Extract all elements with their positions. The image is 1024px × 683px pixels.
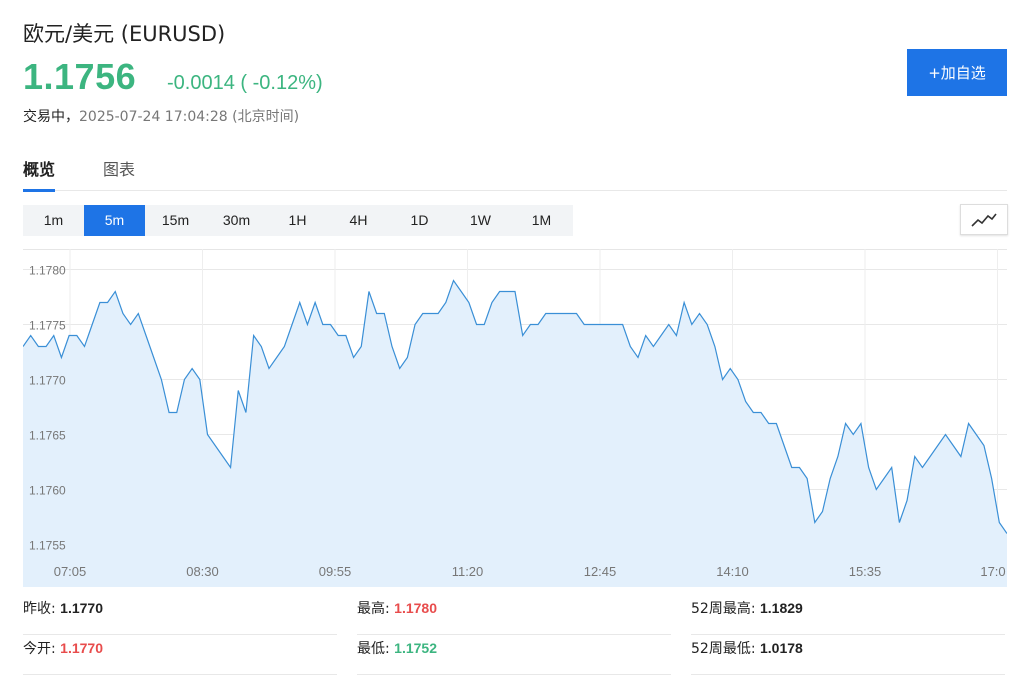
y-tick-label: 1.1765 — [29, 429, 66, 443]
x-tick-label: 14:10 — [716, 564, 749, 579]
period-selector: 1m 5m 15m 30m 1H 4H 1D 1W 1M — [23, 205, 573, 236]
x-tick-label: 15:35 — [849, 564, 882, 579]
price-change: -0.0014 ( -0.12%) — [167, 72, 323, 94]
period-1m[interactable]: 1m — [43, 212, 64, 228]
period-4h[interactable]: 4H — [349, 212, 368, 228]
y-tick-label: 1.1760 — [29, 484, 66, 498]
price-chart-svg: 1.1780 1.1775 1.1770 1.1765 1.1760 1.1755 07:0… — [22, 249, 1008, 587]
y-tick-label: 1.1770 — [29, 374, 66, 388]
stat-open: 今开: 1.1770 — [23, 638, 337, 675]
x-tick-label: 12:45 — [584, 564, 617, 579]
status-label: 交易中， — [23, 109, 79, 125]
stat-prev-close: 昨收: 1.1770 — [23, 598, 337, 635]
week52-high-value: 1.1829 — [759, 600, 803, 616]
x-tick-label: 17:0 — [980, 564, 1005, 579]
y-tick-label: 1.1755 — [29, 539, 66, 553]
x-tick-label: 09:55 — [319, 564, 352, 579]
week52-low-label: 52周最低: — [691, 641, 756, 657]
price-series-line — [22, 279, 1008, 534]
low-label: 最低: — [357, 641, 390, 657]
stat-low: 最低: 1.1752 — [357, 638, 671, 675]
line-chart-icon — [971, 213, 997, 227]
y-tick-label: 1.1775 — [29, 319, 66, 333]
period-30m[interactable]: 30m — [222, 212, 251, 228]
tab-chart[interactable]: 图表 — [103, 160, 136, 179]
prev-close-label: 昨收: — [23, 601, 56, 617]
high-label: 最高: — [357, 601, 390, 617]
timezone-label: (北京时间) — [232, 109, 300, 125]
add-watchlist-button[interactable]: +加自选 — [907, 49, 1007, 96]
stat-high: 最高: 1.1780 — [357, 598, 671, 635]
x-tick-label: 08:30 — [186, 564, 219, 579]
price-chart: 1.1780 1.1775 1.1770 1.1765 1.1760 1.1755 07:0… — [22, 249, 1008, 587]
stat-52w-low: 52周最低: 1.0178 — [691, 638, 1005, 675]
period-1mo[interactable]: 1M — [531, 212, 552, 228]
period-5m[interactable]: 5m — [84, 205, 145, 236]
price-area-fill — [23, 280, 1007, 587]
week52-low-value: 1.0178 — [759, 640, 803, 656]
x-tick-label: 07:05 — [54, 564, 87, 579]
period-1h[interactable]: 1H — [288, 212, 307, 228]
open-label: 今开: — [23, 641, 56, 657]
trading-status: 交易中，2025-07-24 17:04:28 (北京时间) — [23, 106, 299, 126]
y-tick-label: 1.1780 — [29, 264, 66, 278]
x-tick-label: 11:20 — [452, 564, 484, 579]
low-value: 1.1752 — [394, 640, 437, 656]
tab-overview[interactable]: 概览 — [23, 156, 56, 192]
high-value: 1.1780 — [394, 600, 437, 616]
open-value: 1.1770 — [60, 640, 103, 656]
page-title: 欧元/美元 (EURUSD) — [23, 22, 226, 46]
period-1d[interactable]: 1D — [410, 212, 429, 228]
prev-close-value: 1.1770 — [60, 600, 103, 616]
period-15m[interactable]: 15m — [161, 212, 190, 228]
period-1w[interactable]: 1W — [470, 212, 491, 228]
week52-high-label: 52周最高: — [691, 601, 756, 617]
chart-type-button[interactable] — [960, 204, 1008, 235]
timestamp: 2025-07-24 17:04:28 — [79, 109, 228, 125]
stat-52w-high: 52周最高: 1.1829 — [691, 598, 1005, 635]
tab-bar: 概览 图表 — [23, 150, 1007, 192]
current-price: 1.1756 — [23, 56, 137, 97]
